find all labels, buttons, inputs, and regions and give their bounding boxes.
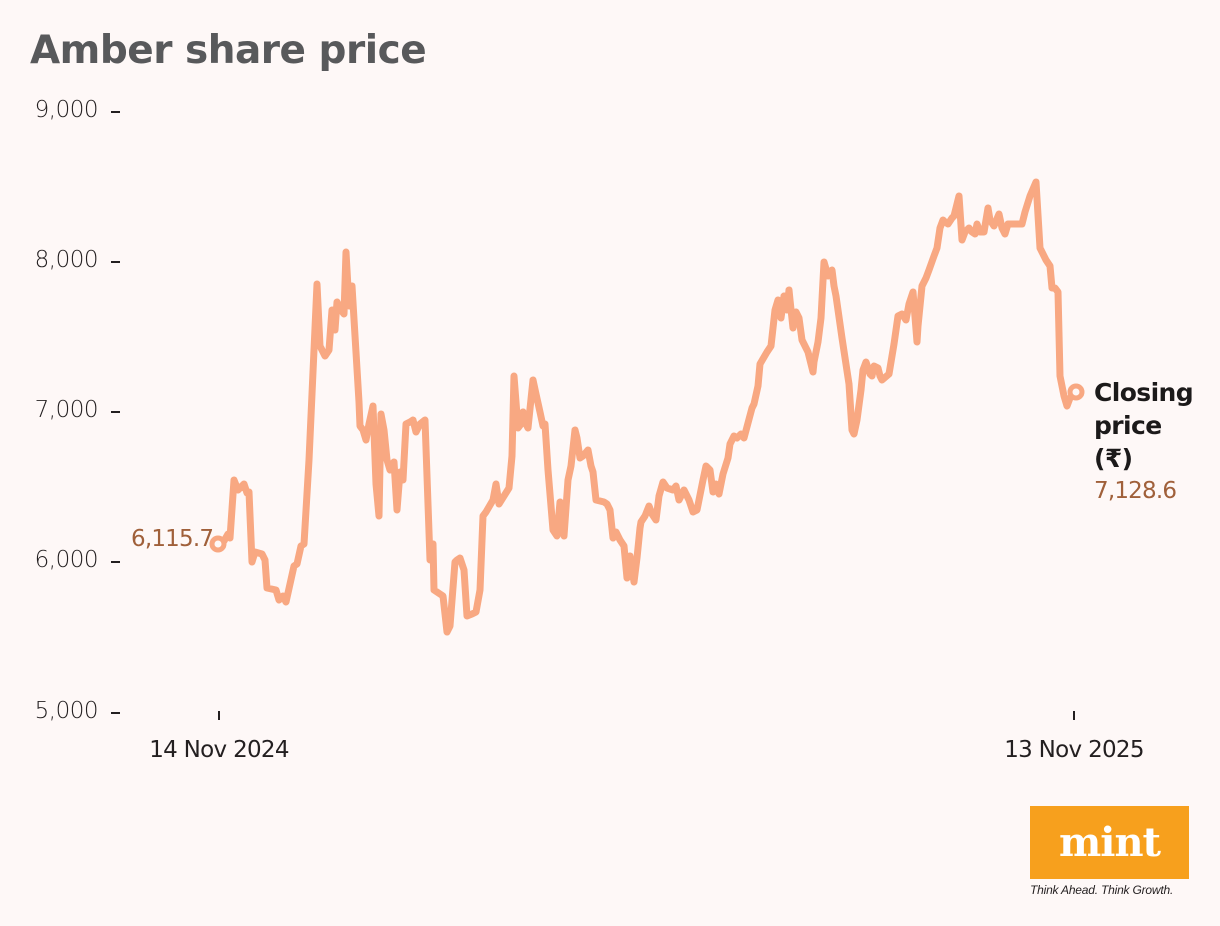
- start-value-label: 6,115.7: [131, 526, 214, 552]
- y-tick-mark: [111, 261, 120, 263]
- y-tick-label-9000: 9,000: [34, 97, 99, 123]
- end-point-marker: [1067, 383, 1085, 401]
- x-tick-label-start: 14 Nov 2024: [149, 737, 289, 763]
- y-tick-mark: [111, 111, 120, 113]
- legend-line-3: (₹): [1094, 444, 1133, 473]
- legend-line-1: Closing: [1094, 378, 1194, 407]
- mint-logo: mint: [1030, 806, 1189, 879]
- x-tick-label-end: 13 Nov 2025: [1004, 737, 1144, 763]
- y-tick-mark: [111, 712, 120, 714]
- y-tick-label-5000: 5,000: [34, 698, 99, 724]
- series-legend-label: Closing price (₹) 7,128.6: [1094, 376, 1194, 508]
- x-tick-mark: [1073, 711, 1075, 720]
- y-tick-label-7000: 7,000: [34, 397, 99, 423]
- logo-tagline: Think Ahead. Think Growth.: [1030, 883, 1174, 897]
- legend-line-2: price: [1094, 411, 1162, 440]
- x-tick-mark: [218, 711, 220, 720]
- y-tick-label-8000: 8,000: [34, 247, 99, 273]
- closing-price-line: [214, 178, 1078, 636]
- y-tick-mark: [111, 411, 120, 413]
- mint-logo-text: mint: [1058, 819, 1161, 866]
- chart-title: Amber share price: [30, 28, 427, 73]
- y-tick-mark: [111, 561, 120, 563]
- end-value-label: 7,128.6: [1094, 478, 1177, 504]
- y-tick-label-6000: 6,000: [34, 547, 99, 573]
- start-point-marker: [209, 535, 227, 553]
